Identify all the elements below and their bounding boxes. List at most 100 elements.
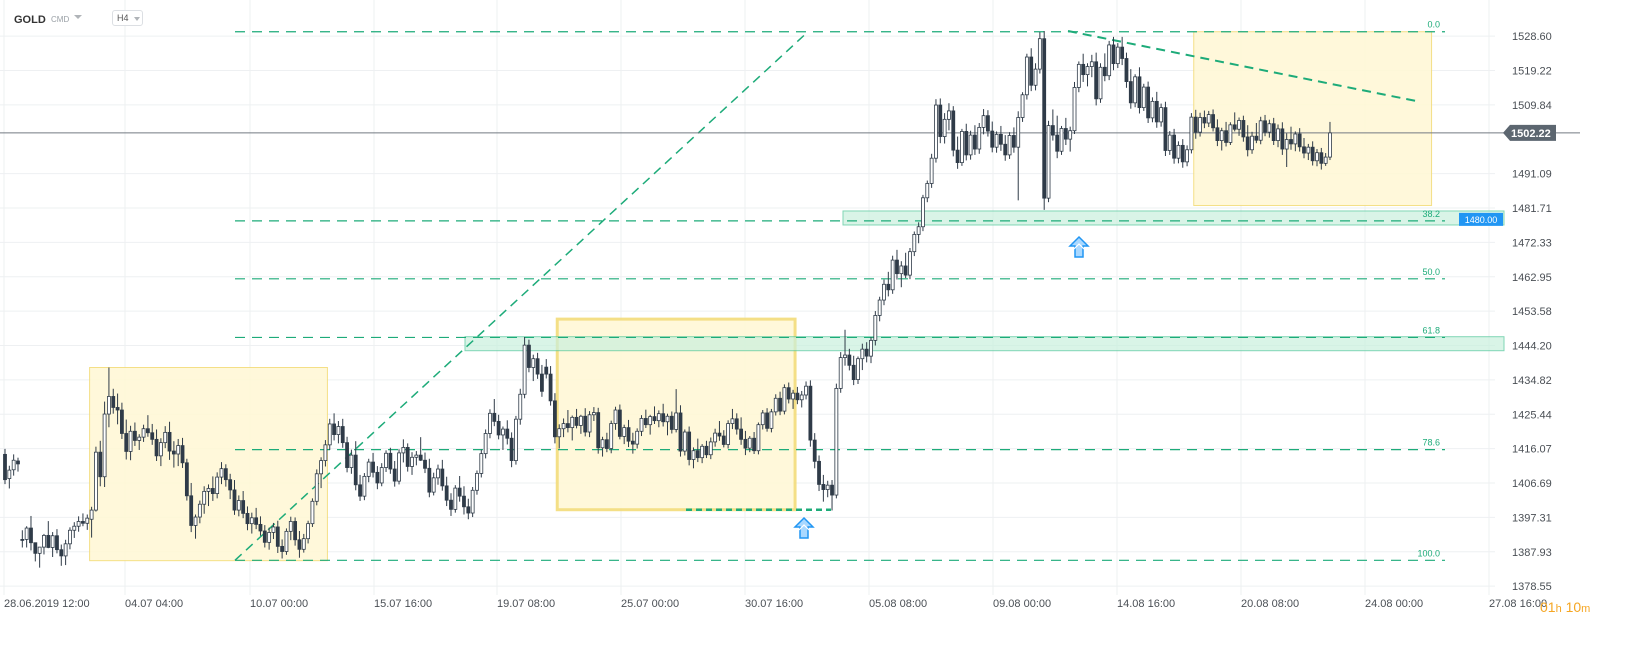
timeframe-select[interactable]: H4 — [112, 10, 143, 26]
candle-body — [765, 412, 769, 429]
candle-body — [3, 453, 7, 481]
candle-body — [752, 437, 756, 452]
candle-body — [141, 428, 146, 438]
candle-body — [94, 451, 98, 511]
candle-body — [929, 157, 934, 184]
price-axis[interactable]: 1528.60 1519.22 1509.84 1491.09 1481.71 1472.… — [1512, 31, 1552, 593]
candle-body — [778, 397, 782, 412]
candle-body — [648, 416, 653, 426]
candle-body — [1250, 135, 1254, 151]
candle-body — [414, 454, 419, 458]
candle-body — [1193, 116, 1198, 133]
current-price-value: 1502.22 — [1511, 128, 1551, 140]
candle-body — [652, 416, 657, 422]
price-tick-label: 1425.44 — [1512, 409, 1552, 421]
fib-label: 0.0 — [1427, 20, 1440, 30]
candle-body — [1115, 46, 1120, 65]
candle-body — [864, 348, 869, 357]
candle-body — [509, 437, 514, 462]
candle-body — [890, 259, 895, 291]
candle-body — [423, 459, 427, 469]
chevron-down-icon — [134, 17, 140, 21]
candle-body — [202, 490, 207, 505]
candle-body — [379, 467, 384, 484]
candle-body — [726, 423, 731, 445]
candle-body — [613, 409, 618, 424]
candle-body — [626, 427, 631, 442]
candle-body — [462, 495, 466, 508]
time-tick-label: 05.08 08:00 — [869, 598, 927, 610]
candle-body — [1198, 117, 1202, 133]
candle-body — [1189, 116, 1194, 151]
candle-body — [921, 197, 925, 228]
candle-body — [514, 418, 518, 462]
candle-body — [128, 430, 133, 452]
pattern-box — [89, 366, 328, 562]
candle-body — [267, 532, 272, 543]
chevron-down-icon[interactable] — [74, 15, 82, 19]
candle-body — [180, 445, 185, 464]
candle-body — [695, 450, 700, 459]
candle-body — [553, 400, 557, 438]
fibonacci-levels: 0.0 38.2 50.0 61.8 78.6 100.0 — [235, 20, 1445, 561]
candle-body — [747, 437, 752, 449]
candle-body — [254, 517, 259, 525]
candle-body — [1163, 107, 1168, 151]
candle-body — [1150, 100, 1155, 119]
candle-body — [830, 484, 834, 496]
candle-body — [1120, 46, 1125, 59]
candle-body — [873, 315, 878, 341]
fib-label: 100.0 — [1417, 548, 1440, 558]
candle-body — [981, 115, 986, 128]
candle-body — [843, 354, 847, 359]
candle-body — [643, 418, 648, 426]
price-tick-label: 1509.84 — [1512, 100, 1552, 112]
candle-body — [1081, 63, 1086, 76]
price-tick-label: 1519.22 — [1512, 66, 1552, 78]
candle-body — [16, 460, 20, 465]
pattern-box — [1193, 31, 1433, 206]
candle-body — [154, 438, 159, 457]
candle-body — [1202, 117, 1207, 124]
time-tick-label: 25.07 00:00 — [621, 598, 679, 610]
candle-body — [899, 265, 904, 275]
candle-body — [1146, 86, 1151, 119]
candle-body — [630, 440, 635, 445]
candle-body — [11, 459, 16, 471]
candle-body — [1094, 61, 1099, 100]
candle-body — [635, 430, 640, 445]
candle-body — [1003, 143, 1008, 156]
candle-body — [210, 488, 215, 494]
candle-body — [1224, 130, 1228, 143]
candle-body — [1228, 124, 1233, 143]
candle-body — [24, 527, 29, 540]
candle-body — [81, 521, 85, 524]
candle-body — [721, 435, 726, 445]
candle-body — [1302, 146, 1306, 154]
candle-body — [522, 344, 527, 395]
candle-body — [167, 431, 172, 452]
candle-body — [960, 131, 964, 163]
candle-body — [1154, 100, 1159, 123]
candle-body — [55, 535, 59, 551]
candle-body — [1289, 139, 1293, 145]
candle-body — [661, 413, 666, 423]
candle-body — [397, 452, 401, 482]
candle-body — [786, 387, 791, 400]
time-axis[interactable]: 28.06.2019 12:00 04.07 04:00 10.07 00:00 15… — [4, 598, 1547, 610]
up-arrow-icon — [793, 516, 815, 539]
candle-body — [795, 392, 800, 401]
time-tick-label: 19.07 08:00 — [497, 598, 555, 610]
candle-body — [934, 104, 938, 159]
time-tick-label: 09.08 00:00 — [993, 598, 1051, 610]
candle-body — [674, 412, 679, 430]
symbol-label[interactable]: GOLD — [14, 14, 46, 26]
candle-body — [1180, 144, 1185, 163]
candle-body — [401, 447, 406, 454]
candle-body — [215, 476, 220, 494]
candle-body — [912, 234, 917, 253]
candle-body — [583, 415, 588, 433]
candle-body — [280, 545, 285, 552]
candle-body — [527, 344, 531, 368]
